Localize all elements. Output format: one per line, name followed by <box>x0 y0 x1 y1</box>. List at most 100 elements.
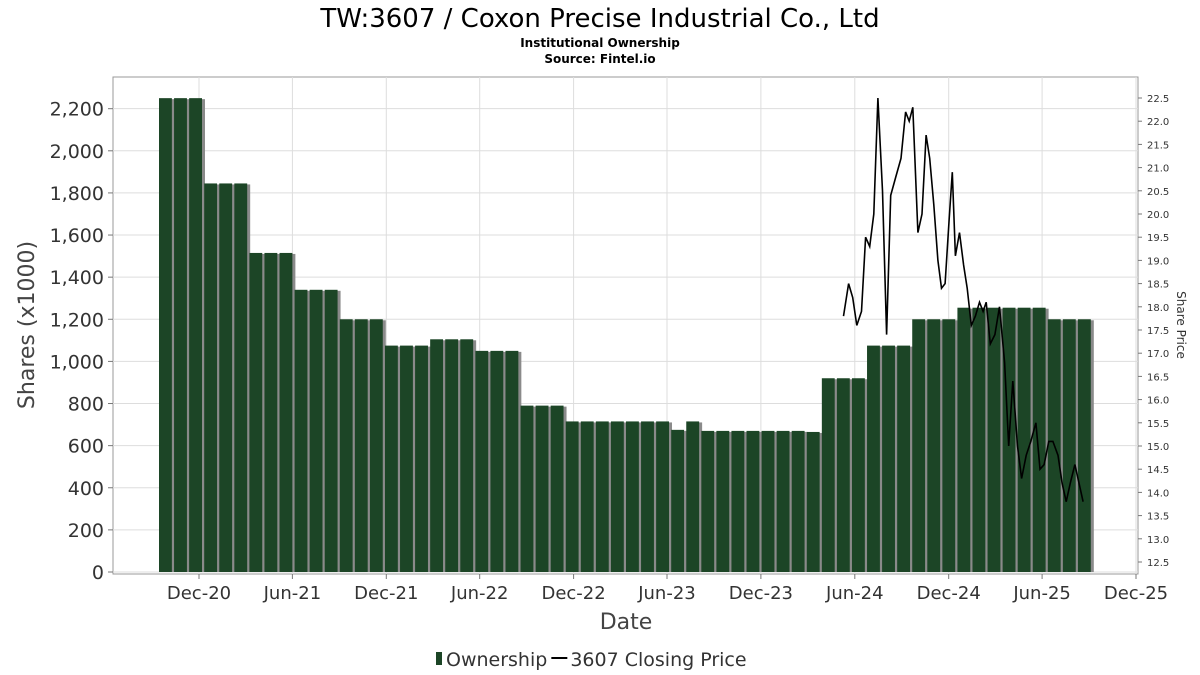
bar <box>294 289 308 572</box>
bar <box>580 421 594 572</box>
y2-tick-label: 12.5 <box>1147 558 1169 569</box>
bar <box>897 345 911 572</box>
bar <box>610 421 624 572</box>
legend-swatch-ownership <box>436 652 442 665</box>
y2-tick-label: 16.5 <box>1147 372 1169 383</box>
bar <box>927 319 941 572</box>
chart-subtitle: Institutional Ownership <box>520 36 680 50</box>
bar <box>415 345 428 572</box>
bar <box>174 98 187 573</box>
y2-tick-label: 14.5 <box>1147 465 1169 476</box>
bar <box>369 319 383 572</box>
y2-tick-label: 20.0 <box>1147 210 1169 221</box>
y2-tick-label: 20.5 <box>1147 187 1169 198</box>
bar <box>159 98 172 573</box>
bar <box>189 98 202 573</box>
legend-label-price: 3607 Closing Price <box>570 649 746 671</box>
bar <box>987 307 1001 572</box>
y2-tick-label: 21.0 <box>1147 164 1169 175</box>
bar <box>249 252 263 573</box>
y-axis-label: Shares (x1000) <box>15 241 40 409</box>
chart-title: TW:3607 / Coxon Precise Industrial Co., … <box>319 4 879 34</box>
x-axis-label: Date <box>600 610 653 635</box>
y2-axis-ticks: 12.5 13.0 13.5 14.0 14.5 15.0 15.5 16.0 16.5 17.0… <box>1138 94 1169 569</box>
bar <box>1077 319 1091 572</box>
y-tick-label: 200 <box>68 520 104 542</box>
bar <box>565 421 579 572</box>
bar <box>972 307 986 572</box>
bar <box>384 345 398 572</box>
bar <box>475 350 489 572</box>
bar <box>339 319 353 572</box>
bar <box>505 350 519 572</box>
y2-tick-label: 13.0 <box>1147 535 1169 546</box>
x-tick-label: Dec-22 <box>541 583 605 604</box>
bar <box>445 339 459 572</box>
bar <box>836 378 850 572</box>
y2-tick-label: 14.0 <box>1147 488 1169 499</box>
x-tick-label: Dec-23 <box>729 583 793 604</box>
x-tick-label: Jun-23 <box>637 583 696 604</box>
bar <box>746 430 760 572</box>
y-tick-label: 800 <box>68 394 104 416</box>
x-tick-label: Dec-24 <box>917 583 981 604</box>
x-tick-label: Dec-25 <box>1104 583 1168 604</box>
bar <box>204 183 218 572</box>
bar <box>400 345 413 572</box>
bar <box>656 421 669 572</box>
y2-tick-label: 17.5 <box>1147 326 1169 337</box>
bar <box>626 421 639 572</box>
bar <box>550 405 564 572</box>
bar <box>776 430 790 572</box>
bar <box>490 350 504 572</box>
y-tick-label: 1,000 <box>50 351 104 373</box>
x-tick-label: Jun-25 <box>1012 583 1071 604</box>
bar <box>1017 307 1031 572</box>
y-tick-label: 1,600 <box>50 225 104 247</box>
bar <box>851 378 865 572</box>
bar <box>641 421 654 572</box>
bar <box>942 319 956 572</box>
bar <box>882 345 895 572</box>
bar <box>324 289 338 572</box>
bar <box>595 421 609 572</box>
bar <box>806 431 820 572</box>
y2-tick-label: 15.0 <box>1147 442 1169 453</box>
chart-source: Source: Fintel.io <box>544 52 655 66</box>
y-tick-label: 400 <box>68 478 104 500</box>
x-tick-label: Dec-21 <box>354 583 418 604</box>
bar <box>535 405 549 572</box>
y2-tick-label: 19.0 <box>1147 256 1169 267</box>
bar <box>671 429 685 572</box>
y2-tick-label: 16.0 <box>1147 396 1169 407</box>
y-axis-ticks: 0 200 400 600 800 1,000 1,200 1,400 1,600 1,800 2,… <box>50 99 113 584</box>
y2-tick-label: 19.5 <box>1147 233 1169 244</box>
y2-tick-label: 21.5 <box>1147 140 1169 151</box>
bar <box>731 430 745 572</box>
bar <box>354 319 368 572</box>
y-tick-label: 1,800 <box>50 183 104 205</box>
y2-tick-label: 13.5 <box>1147 512 1169 523</box>
bar <box>761 430 775 572</box>
ownership-bars <box>159 98 1094 573</box>
bar <box>716 430 730 572</box>
y2-tick-label: 15.5 <box>1147 419 1169 430</box>
bar <box>957 307 971 572</box>
bar <box>460 339 474 572</box>
bar <box>520 405 534 572</box>
y-tick-label: 2,200 <box>50 99 104 121</box>
x-tick-label: Jun-24 <box>825 583 884 604</box>
x-tick-label: Jun-22 <box>450 583 509 604</box>
bar <box>912 319 926 572</box>
bar <box>279 252 293 573</box>
legend-label-ownership: Ownership <box>446 649 547 671</box>
x-tick-label: Dec-20 <box>167 583 231 604</box>
y2-tick-label: 18.5 <box>1147 280 1169 291</box>
x-tick-label: Jun-21 <box>263 583 322 604</box>
y2-axis-label: Share Price <box>1174 291 1188 359</box>
y2-tick-label: 22.5 <box>1147 94 1169 105</box>
bar <box>219 183 233 572</box>
bar <box>701 430 715 572</box>
y-tick-label: 1,200 <box>50 309 104 331</box>
